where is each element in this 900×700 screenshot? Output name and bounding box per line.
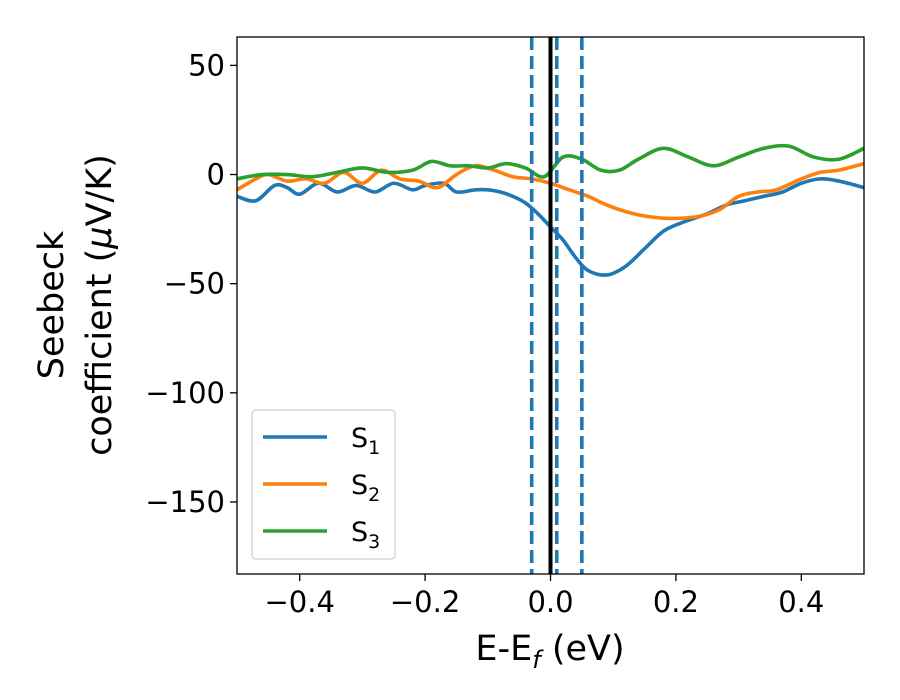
x-axis-ticks: −0.4 −0.2 0.0 0.2 0.4 [264, 574, 824, 619]
legend-label-s1: S1 [351, 423, 380, 459]
x-axis-label-unit: (eV) [541, 629, 625, 669]
legend-label-s2: S2 [351, 470, 380, 506]
y-tick-label: 0 [207, 158, 225, 192]
series-line-s3 [237, 143, 864, 181]
y-tick-label: 50 [188, 48, 225, 82]
y-tick-label: −100 [145, 376, 225, 410]
y-axis-label: Seebeck coefficient (μV/K) [32, 154, 120, 456]
y-axis-label-line2: coefficient (μV/K) [80, 154, 120, 456]
x-tick-label: 0.4 [778, 585, 824, 619]
x-tick-label: −0.2 [390, 585, 460, 619]
x-axis-label-main: E-E [475, 629, 532, 669]
x-axis-label: E-Ef (eV) [475, 629, 624, 674]
x-tick-label: −0.4 [264, 585, 334, 619]
x-tick-label: 0.2 [653, 585, 699, 619]
x-tick-label: 0.0 [527, 585, 573, 619]
legend-label-s3: S3 [351, 517, 380, 553]
y-axis-label-line1: Seebeck [32, 230, 72, 379]
plot-area [237, 37, 864, 574]
series-line-s1 [237, 177, 864, 277]
y-axis-ticks: 50 0 −50 −100 −150 [145, 48, 237, 519]
series-line-s2 [237, 161, 864, 221]
y-tick-label: −150 [145, 485, 225, 519]
y-tick-label: −50 [164, 267, 225, 301]
legend: S1 S2 S3 [251, 409, 396, 560]
